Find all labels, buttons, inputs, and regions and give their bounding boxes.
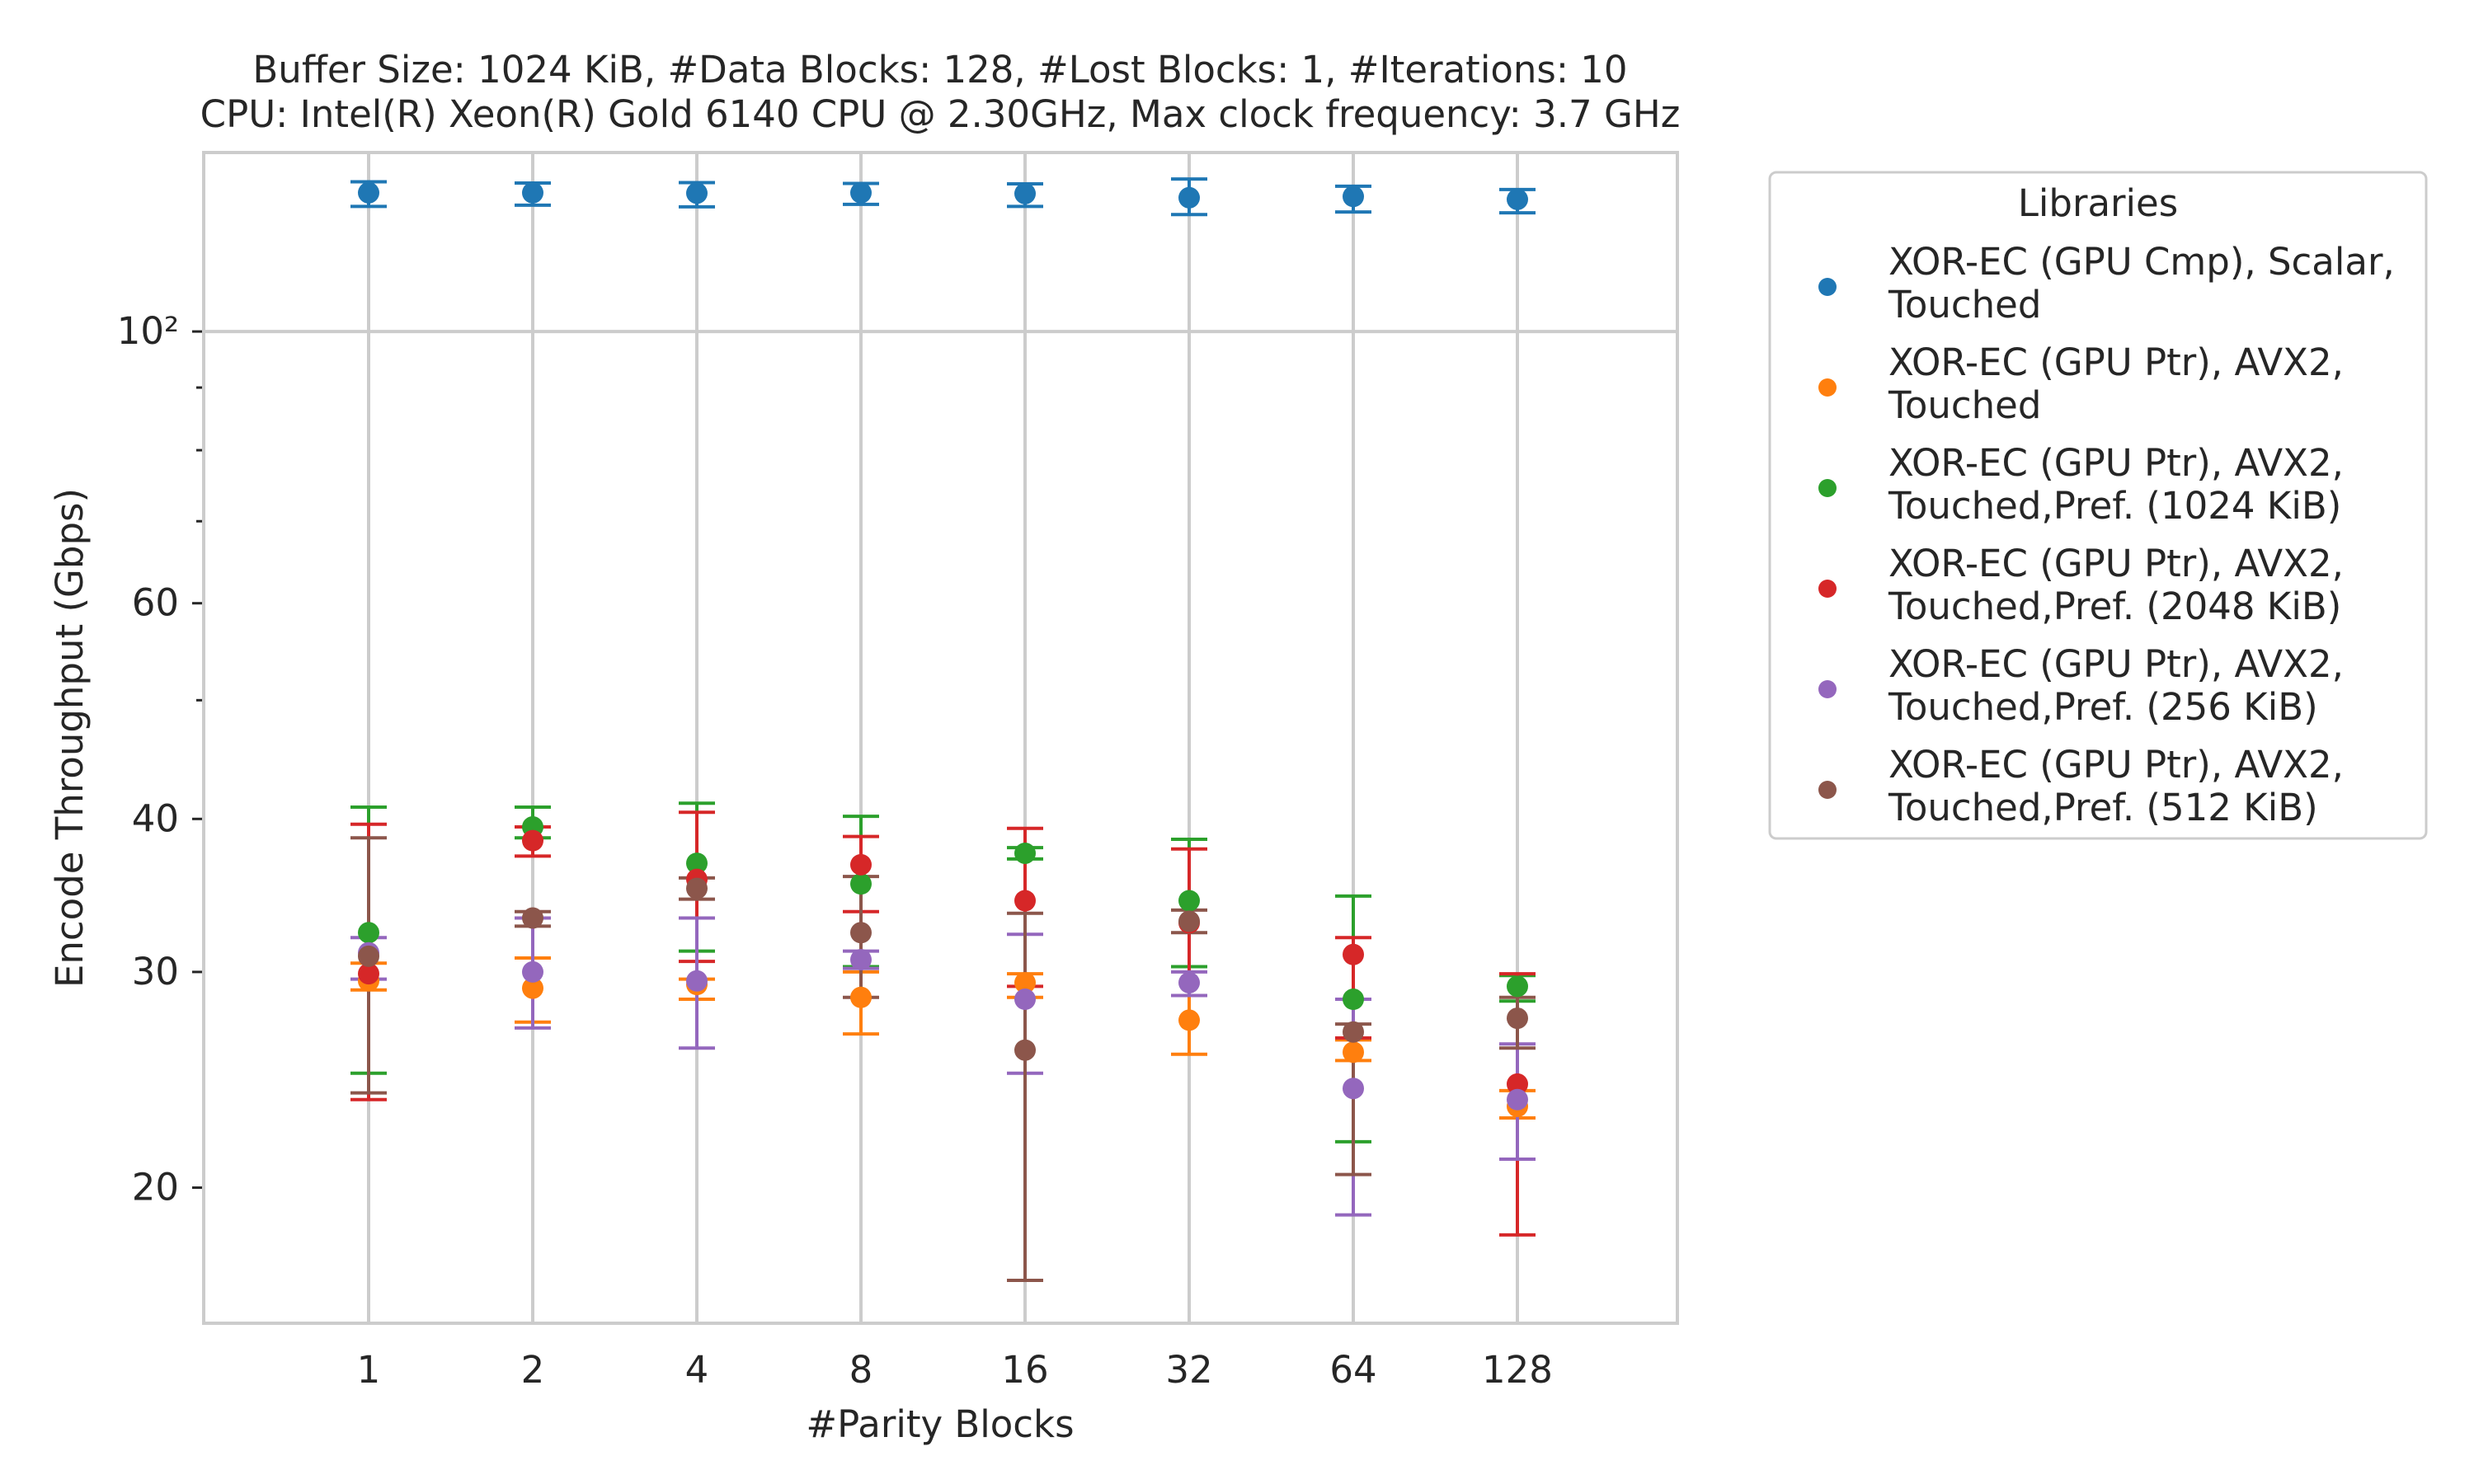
- data-point: [1178, 1009, 1200, 1031]
- data-point: [522, 960, 543, 983]
- data-point: [850, 949, 872, 971]
- data-point: [522, 977, 543, 999]
- data-point: [1507, 1007, 1528, 1030]
- data-point: [1014, 842, 1036, 864]
- data-point: [1014, 1039, 1036, 1061]
- data-point: [1343, 1041, 1364, 1064]
- legend-label: XOR-EC (GPU Ptr), AVX2, Touched: [1888, 340, 2344, 427]
- x-tick-label: 128: [1482, 1348, 1553, 1392]
- data-point: [1178, 971, 1200, 993]
- legend-title: Libraries: [2018, 181, 2178, 225]
- data-point: [686, 877, 708, 899]
- y-axis-label: Encode Throughput (Gbps): [48, 488, 92, 988]
- x-tick-label: 16: [1001, 1348, 1048, 1392]
- chart-title-line-1: Buffer Size: 1024 KiB, #Data Blocks: 128…: [252, 48, 1627, 92]
- y-tick-label: 30: [132, 950, 179, 993]
- legend-marker: [1818, 580, 1837, 598]
- data-point: [1343, 186, 1364, 208]
- data-point: [686, 182, 708, 204]
- data-point: [1014, 182, 1036, 204]
- data-point: [1014, 971, 1036, 993]
- data-point: [1014, 890, 1036, 912]
- data-point: [1178, 186, 1200, 209]
- data-points: [358, 181, 1528, 1117]
- legend-marker: [1818, 378, 1837, 397]
- y-tick-label: 10²: [117, 309, 179, 353]
- data-point: [686, 970, 708, 992]
- data-point: [850, 922, 872, 944]
- data-point: [358, 963, 379, 985]
- y-tick-label: 40: [132, 796, 179, 840]
- data-point: [1507, 1088, 1528, 1111]
- data-point: [358, 181, 379, 204]
- x-tick-label: 2: [521, 1348, 545, 1392]
- data-point: [1014, 989, 1036, 1011]
- data-point: [686, 852, 708, 875]
- legend-label: XOR-EC (GPU Ptr), AVX2, Touched,Pref. (25…: [1888, 642, 2344, 729]
- legend-label: XOR-EC (GPU Ptr), AVX2, Touched,Pref. (51…: [1888, 743, 2344, 829]
- x-axis-label: #Parity Blocks: [806, 1402, 1074, 1446]
- data-point: [358, 922, 379, 944]
- plot-frame: [202, 151, 1679, 1325]
- legend-label: XOR-EC (GPU Ptr), AVX2, Touched,Pref. (20…: [1888, 542, 2344, 628]
- x-tick-label: 32: [1165, 1348, 1212, 1392]
- legend-box: [1768, 171, 2428, 840]
- data-point: [1343, 1021, 1364, 1043]
- data-point: [1343, 989, 1364, 1011]
- legend-marker: [1818, 479, 1837, 497]
- legend-label: XOR-EC (GPU Cmp), Scalar, Touched: [1888, 240, 2395, 326]
- data-point: [850, 986, 872, 1008]
- x-tick-label: 1: [357, 1348, 381, 1392]
- data-point: [1507, 1073, 1528, 1095]
- data-point: [522, 181, 543, 204]
- y-tick-label: 60: [132, 581, 179, 625]
- data-point: [358, 945, 379, 967]
- legend-marker: [1818, 781, 1837, 799]
- data-point: [1178, 890, 1200, 912]
- legend-items: XOR-EC (GPU Cmp), Scalar, Touched XOR-EC (…: [1818, 240, 2395, 829]
- data-point: [522, 829, 543, 852]
- data-point: [1507, 188, 1528, 210]
- data-point: [1178, 910, 1200, 932]
- x-tick-label: 4: [685, 1348, 709, 1392]
- chart-title-line-2: CPU: Intel(R) Xeon(R) Gold 6140 CPU @ 2.…: [200, 92, 1681, 136]
- legend-label: XOR-EC (GPU Ptr), AVX2, Touched,Pref. (10…: [1888, 441, 2344, 528]
- plot-area: [204, 153, 1677, 1323]
- data-point: [850, 181, 872, 204]
- data-point: [1343, 943, 1364, 965]
- data-point: [850, 853, 872, 876]
- data-point: [850, 873, 872, 895]
- y-tick-label: 20: [132, 1166, 179, 1209]
- x-tick-label: 64: [1329, 1348, 1376, 1392]
- data-point: [1343, 1078, 1364, 1100]
- legend-marker: [1818, 680, 1837, 698]
- legend-marker: [1818, 278, 1837, 296]
- data-point: [1507, 975, 1528, 998]
- grid: [204, 153, 1677, 1323]
- data-point: [522, 907, 543, 929]
- legend: Libraries XOR-EC (GPU Cmp), Scalar, Touch…: [1768, 171, 2428, 840]
- axis-ticks: 1 2 4 8 16 32 64 128 20 30 40 60 10²: [117, 309, 1553, 1392]
- x-tick-label: 8: [849, 1348, 873, 1392]
